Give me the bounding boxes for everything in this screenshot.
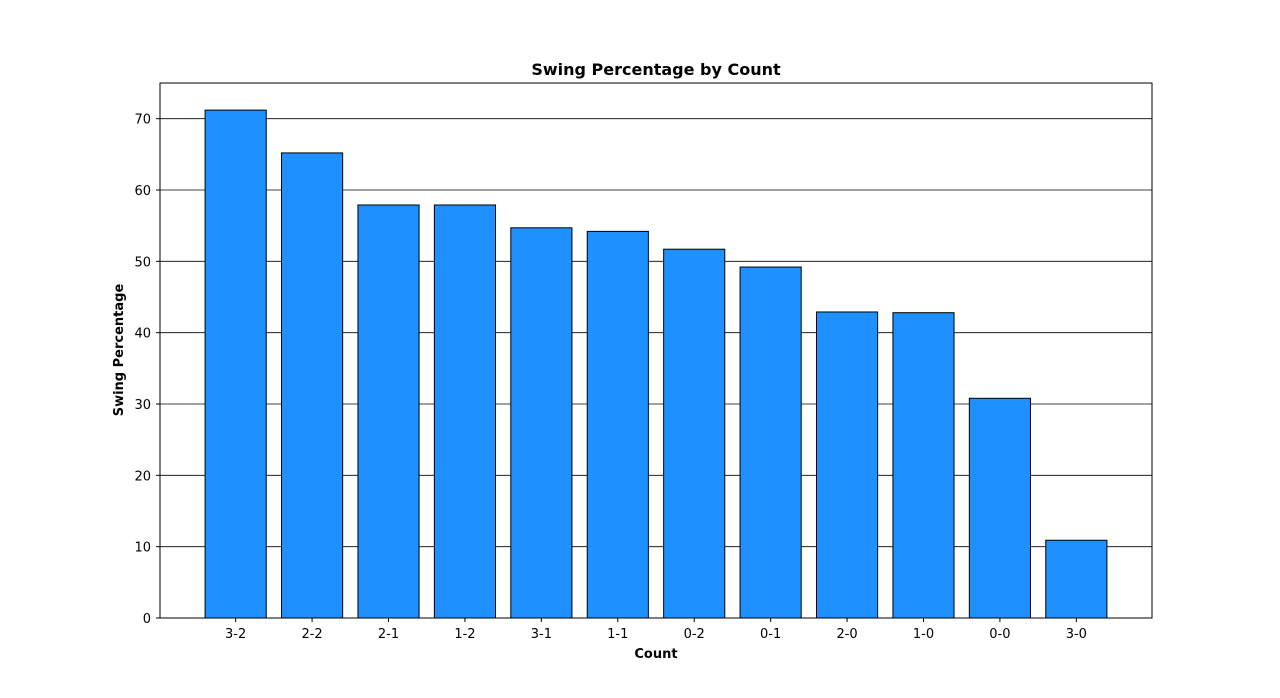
x-tick-label: 3-1	[531, 627, 552, 642]
x-tick-label: 0-2	[684, 627, 705, 642]
bar-2-1	[357, 204, 420, 619]
x-tick-label: 2-1	[378, 627, 399, 642]
bars	[204, 109, 1108, 619]
y-tick-label: 70	[134, 113, 151, 128]
x-tick-label: 0-0	[989, 627, 1010, 642]
x-tick-label: 1-0	[913, 627, 934, 642]
bar-3-0	[1045, 539, 1108, 619]
bar-1-1	[586, 230, 649, 619]
x-tick-label: 3-2	[225, 627, 246, 642]
y-tick-label: 60	[134, 184, 151, 199]
x-axis-label: Count	[634, 647, 677, 662]
y-tick-label: 40	[134, 327, 151, 342]
bar-0-0	[968, 397, 1031, 619]
y-tick-label: 30	[134, 398, 151, 413]
bar-0-1	[739, 266, 802, 619]
bar-2-2	[281, 152, 344, 619]
x-axis-ticks: 3-2 2-2 2-1 1-2 3-1 1-1 0-2 0-1 2-0 1-0 0-0 3-0	[225, 618, 1087, 642]
x-tick-label: 0-1	[760, 627, 781, 642]
x-tick-label: 2-0	[836, 627, 857, 642]
bar-3-2	[204, 109, 267, 619]
y-axis-ticks: 0 10 20 30 40 50 60 70	[134, 113, 160, 627]
x-tick-label: 3-0	[1066, 627, 1087, 642]
y-tick-label: 10	[134, 541, 151, 556]
bar-2-0	[815, 311, 879, 619]
bar-1-2	[433, 204, 497, 619]
y-tick-label: 50	[134, 255, 151, 270]
plot-frame	[159, 82, 1153, 619]
bar-3-1	[510, 227, 573, 619]
y-axis-label: Swing Percentage	[112, 284, 127, 417]
chart-title: Swing Percentage by Count	[531, 60, 781, 79]
bar-1-0	[892, 312, 955, 619]
x-tick-label: 2-2	[301, 627, 322, 642]
x-tick-label: 1-2	[454, 627, 475, 642]
y-tick-label: 20	[134, 469, 151, 484]
y-tick-label: 0	[143, 612, 151, 627]
bar-0-2	[663, 248, 726, 619]
x-tick-label: 1-1	[607, 627, 628, 642]
